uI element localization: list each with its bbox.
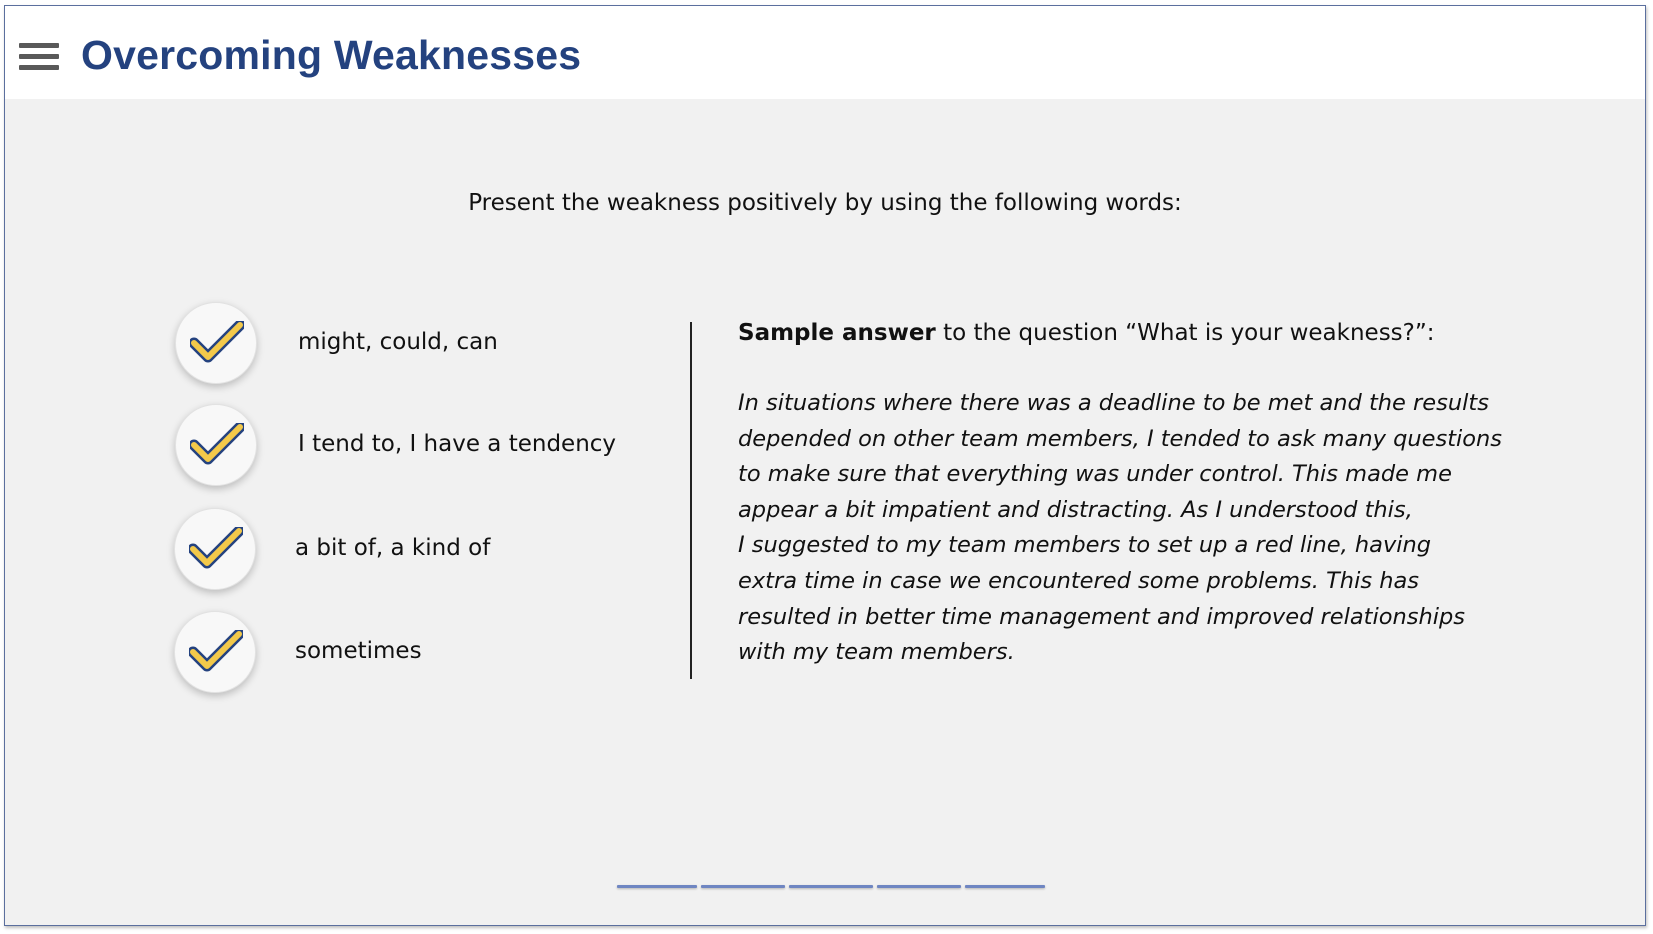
check-icon xyxy=(174,508,256,590)
hamburger-menu-icon[interactable] xyxy=(19,40,59,74)
sample-question-bold: Sample answer xyxy=(738,320,936,346)
word-label: sometimes xyxy=(295,638,422,664)
vertical-divider xyxy=(690,322,692,679)
check-icon xyxy=(174,611,256,693)
check-icon xyxy=(175,404,257,486)
word-label: might, could, can xyxy=(298,329,498,355)
sample-answer-block: Sample answer to the question “What is y… xyxy=(738,320,1568,671)
progress-segment-1[interactable] xyxy=(617,885,697,888)
sample-question-rest: to the question “What is your weakness?”… xyxy=(935,320,1435,346)
word-label: I tend to, I have a tendency xyxy=(298,431,617,457)
sample-answer-text: In situations where there was a deadline… xyxy=(738,390,1503,666)
slide-frame: Overcoming Weaknesses Present the weakne… xyxy=(4,5,1646,926)
progress-segment-5[interactable] xyxy=(965,885,1045,888)
progress-segment-3[interactable] xyxy=(789,885,873,888)
word-label: a bit of, a kind of xyxy=(295,535,491,561)
check-icon xyxy=(175,302,257,384)
intro-text: Present the weakness positively by using… xyxy=(468,190,1182,216)
sample-question: Sample answer to the question “What is y… xyxy=(738,320,1568,346)
page-title: Overcoming Weaknesses xyxy=(81,32,582,78)
progress-segment-4[interactable] xyxy=(877,885,961,888)
progress-segment-2[interactable] xyxy=(701,885,785,888)
header-bar: Overcoming Weaknesses xyxy=(5,6,1645,99)
